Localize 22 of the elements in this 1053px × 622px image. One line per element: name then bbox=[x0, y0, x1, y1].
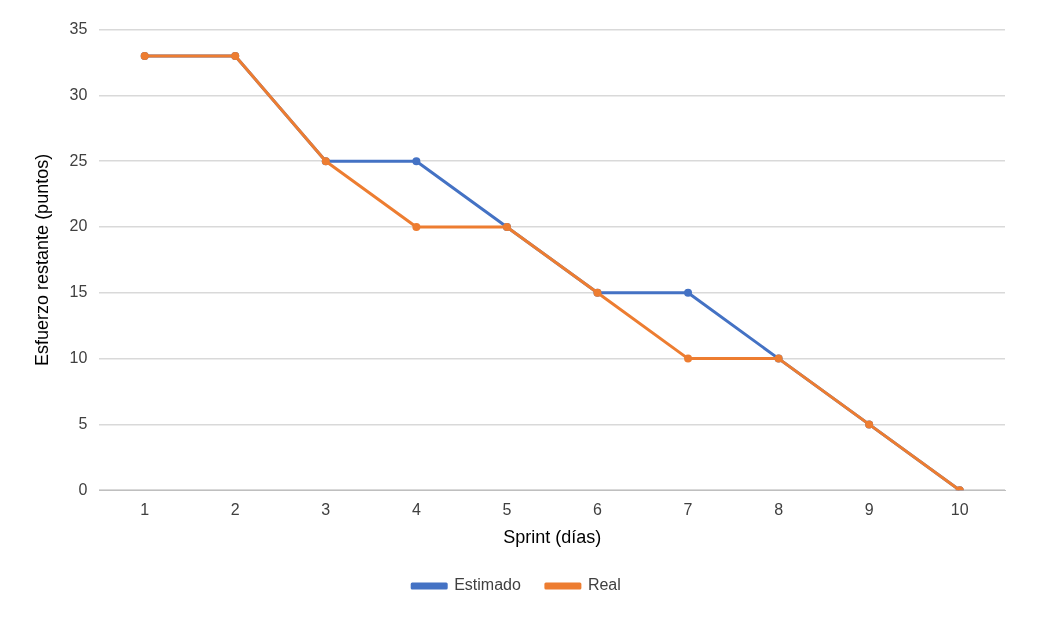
legend-label: Real bbox=[587, 576, 621, 594]
y-tick-label: 30 bbox=[69, 85, 88, 103]
x-tick-label: 5 bbox=[502, 501, 512, 519]
x-axis-title: Sprint (días) bbox=[503, 527, 602, 548]
x-tick-label: 8 bbox=[774, 501, 784, 519]
y-tick-label: 15 bbox=[69, 283, 88, 301]
y-tick-label: 5 bbox=[78, 414, 88, 432]
x-tick-label: 1 bbox=[140, 501, 150, 519]
y-tick-label: 20 bbox=[69, 217, 88, 235]
x-tick-label: 4 bbox=[411, 501, 421, 519]
y-axis-title: Esfuerzo restante (puntos) bbox=[31, 153, 52, 366]
x-tick-label: 2 bbox=[230, 501, 240, 519]
y-tick-label: 0 bbox=[78, 480, 88, 498]
y-tick-label: 35 bbox=[69, 20, 88, 38]
x-tick-label: 7 bbox=[683, 501, 693, 519]
legend-label: Estimado bbox=[454, 576, 521, 594]
x-tick-label: 3 bbox=[321, 501, 331, 519]
x-tick-label: 9 bbox=[864, 501, 874, 519]
y-tick-label: 10 bbox=[69, 349, 88, 367]
x-tick-label: 6 bbox=[593, 501, 603, 519]
x-tick-label: 10 bbox=[950, 501, 969, 519]
y-tick-label: 25 bbox=[69, 151, 88, 169]
